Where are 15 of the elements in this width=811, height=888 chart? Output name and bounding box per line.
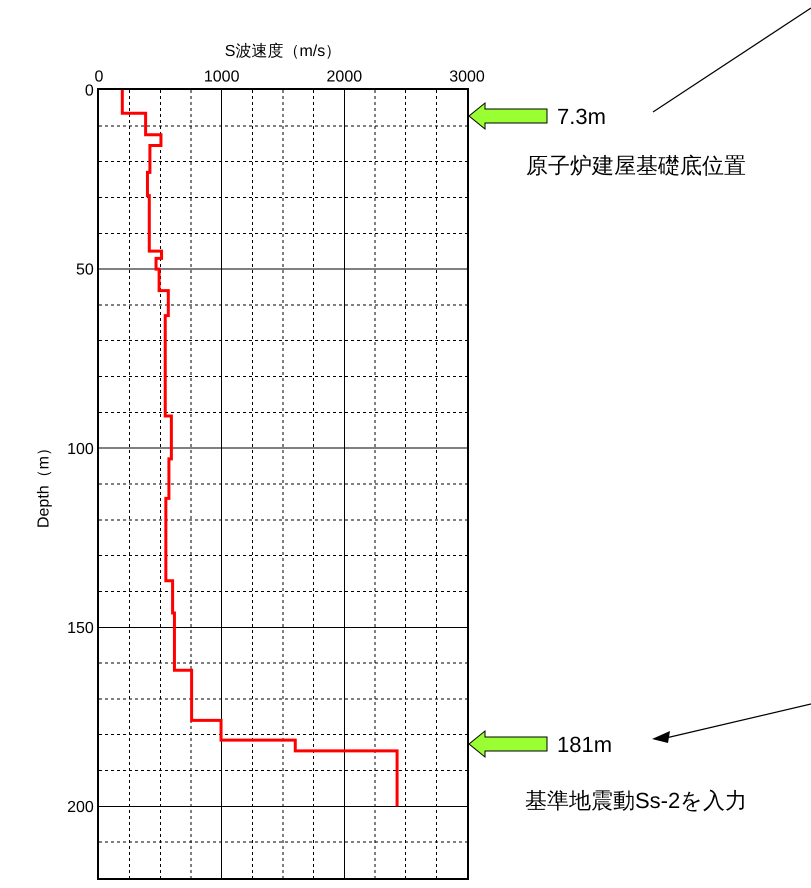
x-tick-label: 1000: [204, 68, 240, 86]
x-tick-label: 3000: [449, 68, 485, 86]
text: 原子炉建屋基礎底位置: [526, 153, 746, 178]
text: 181m: [557, 732, 612, 757]
line-series: [120, 90, 399, 808]
y-tick-label: 150: [67, 620, 94, 637]
y-tick-label: 50: [76, 262, 94, 279]
text: 7.3m: [557, 104, 606, 129]
x-axis-title: S波速度（m/s）: [224, 42, 342, 60]
y-tick-label: 200: [67, 798, 94, 816]
text: 基準地震動Ss-2を入力: [525, 788, 748, 813]
y-axis-title: Depth（m）: [35, 440, 52, 528]
y-tick-label: 0: [84, 82, 94, 100]
y-tick-label: 100: [67, 440, 94, 458]
x-tick-label: 2000: [326, 68, 362, 86]
